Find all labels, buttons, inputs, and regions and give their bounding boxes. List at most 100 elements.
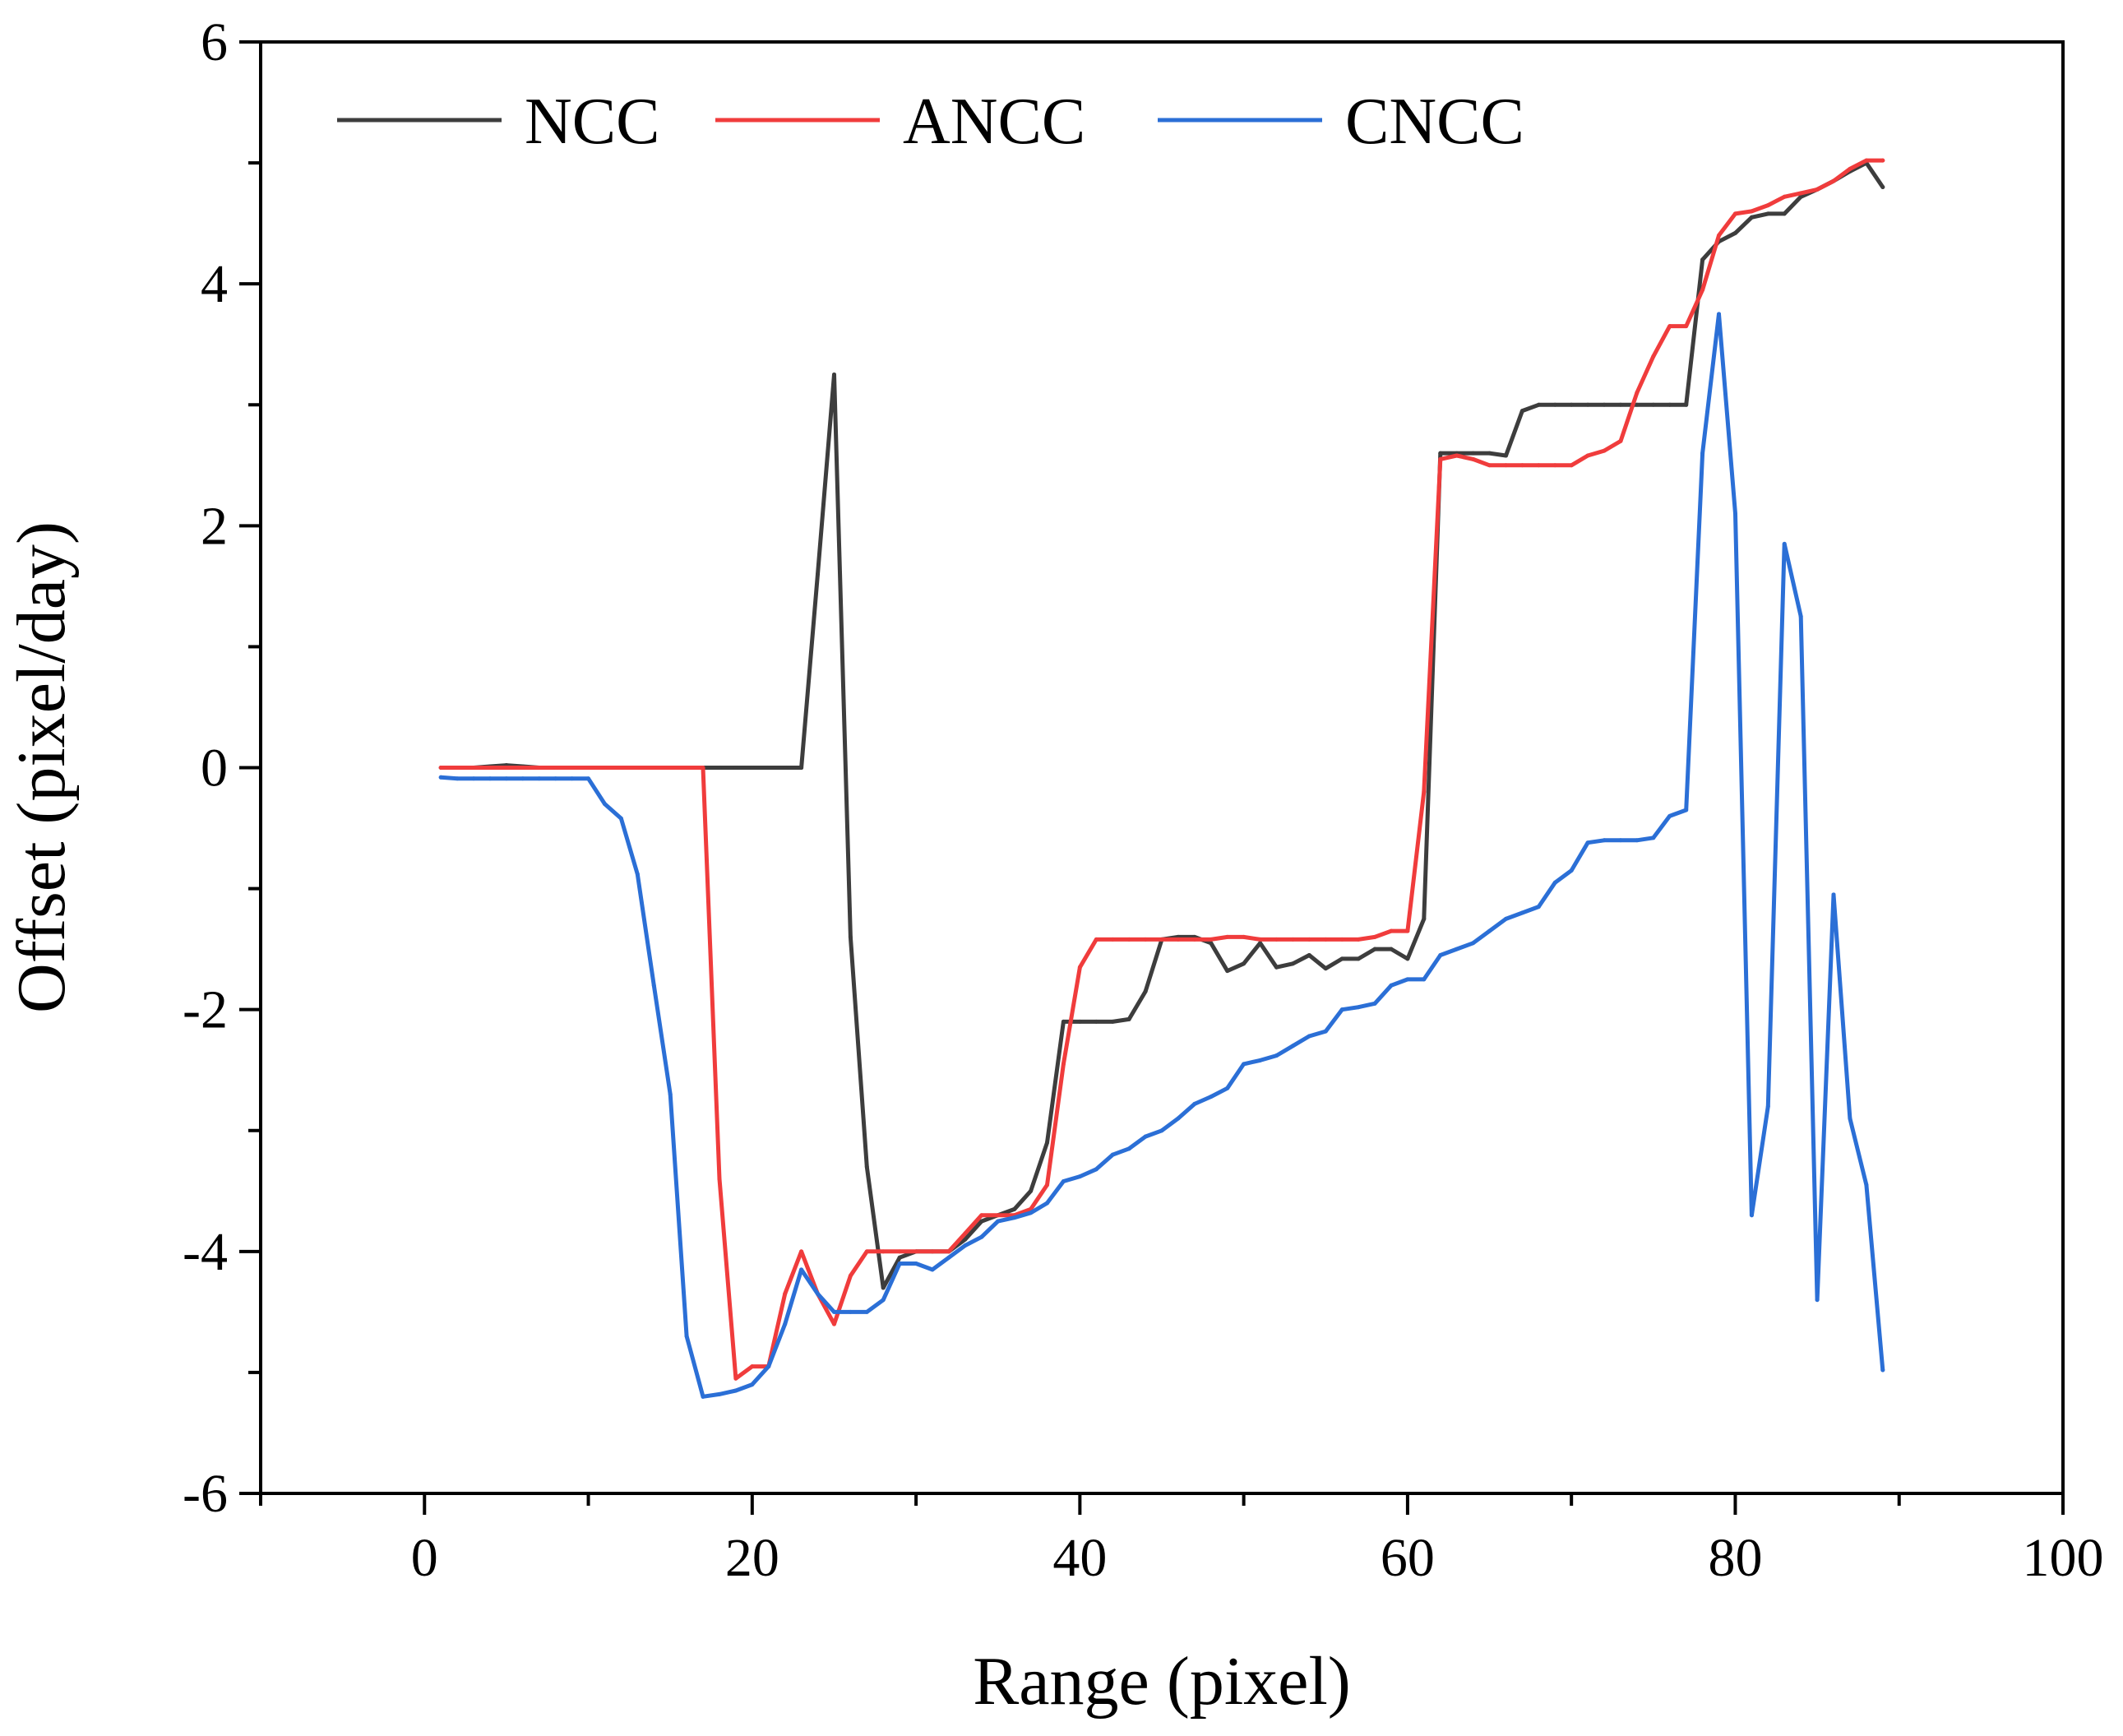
data-point-cncc — [897, 1261, 902, 1266]
data-point-cncc — [504, 776, 509, 781]
data-point-ncc — [848, 934, 853, 939]
data-point-ancc — [1143, 937, 1148, 942]
data-point-cncc — [1307, 1034, 1311, 1039]
data-point-ncc — [1798, 194, 1803, 199]
data-point-ncc — [1077, 1019, 1082, 1024]
data-point-ancc — [570, 766, 575, 770]
data-point-ancc — [635, 766, 640, 770]
data-point-cncc — [1094, 1167, 1099, 1172]
data-point-ncc — [1585, 402, 1590, 407]
data-point-ancc — [602, 766, 607, 770]
data-point-ncc — [1422, 916, 1427, 921]
data-point-cncc — [537, 776, 542, 781]
data-point-ancc — [1258, 937, 1263, 942]
data-point-ncc — [1029, 1188, 1034, 1193]
data-point-ancc — [1077, 965, 1082, 970]
data-point-ancc — [1651, 354, 1656, 359]
data-point-ncc — [979, 1219, 984, 1224]
data-point-ancc — [1798, 191, 1803, 196]
data-point-ancc — [831, 1322, 836, 1326]
data-point-cncc — [1602, 838, 1607, 843]
data-point-ancc — [1848, 166, 1852, 171]
data-point-ncc — [1356, 956, 1361, 961]
data-point-cncc — [1274, 1053, 1279, 1058]
x-axis-ticks: 0 20 40 60 80 100 — [259, 1493, 2104, 1588]
data-point-ncc — [1651, 402, 1656, 407]
data-point-cncc — [455, 776, 460, 781]
data-point-ncc — [1471, 451, 1476, 456]
data-point-ancc — [1422, 789, 1427, 794]
data-point-ncc — [1765, 211, 1770, 216]
data-point-cncc — [1323, 1029, 1328, 1034]
data-point-cncc — [1405, 977, 1410, 982]
data-point-cncc — [766, 1364, 771, 1369]
data-point-ncc — [816, 572, 821, 576]
y-tick-label: 4 — [201, 254, 228, 314]
data-point-cncc — [799, 1267, 804, 1272]
data-point-ancc — [471, 766, 476, 770]
data-point-ancc — [1815, 187, 1820, 192]
data-point-ncc — [831, 372, 836, 377]
data-point-ancc — [488, 766, 493, 770]
data-point-cncc — [831, 1309, 836, 1314]
data-point-cncc — [684, 1334, 689, 1339]
data-point-ancc — [897, 1249, 902, 1254]
data-point-cncc — [1290, 1044, 1295, 1049]
data-point-cncc — [1782, 541, 1787, 546]
legend-item-ncc: NCC — [337, 86, 660, 158]
data-point-cncc — [1126, 1146, 1131, 1151]
data-point-ncc — [733, 766, 738, 770]
data-point-ancc — [1405, 928, 1410, 933]
data-point-ancc — [586, 766, 591, 770]
data-point-ancc — [750, 1364, 755, 1369]
data-point-ncc — [1569, 402, 1574, 407]
data-point-cncc — [1684, 808, 1689, 812]
data-point-cncc — [1798, 614, 1803, 619]
data-point-cncc — [881, 1298, 886, 1303]
data-point-ncc — [1126, 1016, 1131, 1021]
series-cncc — [438, 312, 1885, 1399]
data-point-ancc — [1684, 324, 1689, 329]
data-point-ancc — [1749, 209, 1754, 214]
data-point-cncc — [1864, 1183, 1869, 1187]
legend-label-ncc: NCC — [525, 86, 660, 158]
data-point-cncc — [570, 776, 575, 781]
data-point-cncc — [963, 1243, 968, 1248]
data-point-ancc — [1242, 934, 1247, 939]
data-point-cncc — [668, 1092, 673, 1097]
y-tick-label: -6 — [183, 1464, 228, 1524]
data-point-cncc — [701, 1394, 705, 1399]
data-point-cncc — [913, 1261, 918, 1266]
x-tick-label: 40 — [1052, 1528, 1107, 1588]
data-point-ancc — [1389, 928, 1394, 933]
data-point-ncc — [1519, 409, 1524, 414]
data-point-ancc — [783, 1291, 788, 1296]
data-point-cncc — [1372, 1001, 1377, 1006]
data-point-ncc — [1372, 947, 1377, 951]
legend-item-cncc: CNCC — [1158, 86, 1524, 158]
data-point-ancc — [1126, 937, 1131, 942]
data-point-cncc — [1258, 1058, 1263, 1062]
data-point-cncc — [1339, 1007, 1344, 1012]
data-point-cncc — [1455, 947, 1459, 951]
data-point-ancc — [1339, 937, 1344, 942]
data-point-cncc — [635, 872, 640, 877]
data-point-cncc — [1618, 838, 1623, 843]
data-point-ancc — [651, 766, 656, 770]
data-point-cncc — [553, 776, 558, 781]
data-point-ancc — [963, 1231, 968, 1236]
data-point-cncc — [1110, 1152, 1115, 1157]
data-point-ancc — [1045, 1183, 1050, 1187]
data-point-cncc — [1077, 1174, 1082, 1179]
legend-label-cncc: CNCC — [1345, 86, 1524, 158]
data-point-ancc — [1159, 937, 1164, 942]
data-point-ancc — [1503, 463, 1508, 468]
data-point-cncc — [1667, 813, 1672, 818]
data-point-ncc — [1225, 969, 1230, 974]
data-point-ancc — [618, 766, 623, 770]
data-point-cncc — [733, 1388, 738, 1393]
x-axis-title: Range (pixel) — [973, 1643, 1351, 1720]
data-point-ncc — [1667, 402, 1672, 407]
data-point-ncc — [799, 766, 804, 770]
